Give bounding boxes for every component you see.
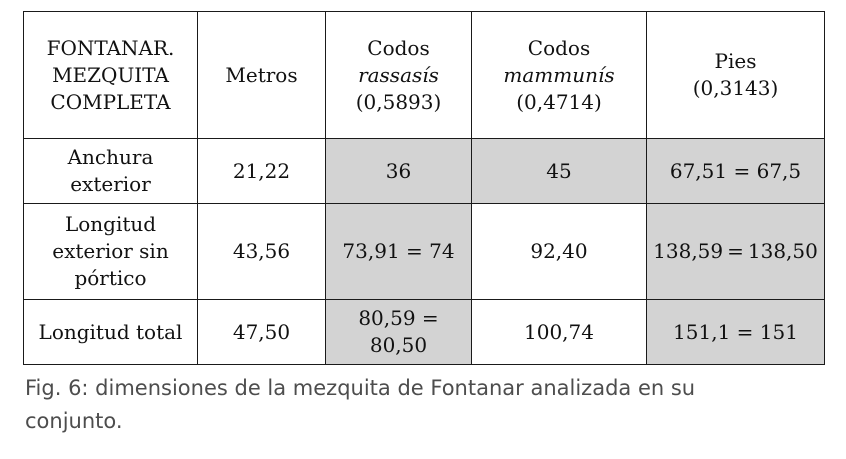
row-label-line: Anchura bbox=[67, 145, 154, 169]
header-pies-factor: (0,3143) bbox=[692, 76, 779, 100]
table-row: Longitud exterior sin pórtico 43,56 73,9… bbox=[23, 203, 825, 300]
row-label-cell: Longitud exterior sin pórtico bbox=[23, 203, 198, 300]
header-codos-mammunis-cell: Codos mammunís (0,4714) bbox=[471, 11, 647, 139]
row-label-cell: Anchura exterior bbox=[23, 138, 198, 204]
rassasis-cell: 73,91 = 74 bbox=[325, 203, 472, 300]
row-label-cell: Longitud total bbox=[23, 299, 198, 365]
header-codos-mammunis-factor: (0,4714) bbox=[516, 89, 602, 114]
header-metros: Metros bbox=[225, 62, 298, 87]
dimensions-table: FONTANAR. MEZQUITA COMPLETA Metros Codos… bbox=[23, 11, 825, 365]
table-header-row: FONTANAR. MEZQUITA COMPLETA Metros Codos… bbox=[23, 11, 825, 139]
table-row: Longitud total 47,50 80,59 = 80,50 100,7… bbox=[23, 299, 825, 365]
table-row: Anchura exterior 21,22 36 45 67,51 = 67,… bbox=[23, 138, 825, 204]
header-codos-rassasis-factor: (0,5893) bbox=[355, 89, 442, 114]
header-pies-title: Pies bbox=[714, 49, 757, 73]
header-label-line: FONTANAR. bbox=[46, 35, 175, 60]
metros-cell: 21,22 bbox=[197, 138, 326, 204]
caption-line: conjunto. bbox=[25, 409, 123, 433]
header-codos-rassasis-title: Codos bbox=[367, 35, 430, 60]
rassasis-cell: 80,59 = 80,50 bbox=[325, 299, 472, 365]
header-label-line: MEZQUITA bbox=[52, 62, 169, 87]
mammunis-cell: 92,40 bbox=[471, 203, 647, 300]
metros-cell: 47,50 bbox=[197, 299, 326, 365]
header-codos-mammunis-name: mammunís bbox=[503, 62, 615, 87]
header-codos-rassasis-cell: Codos rassasís (0,5893) bbox=[325, 11, 472, 139]
pies-cell: 151,1 = 151 bbox=[646, 299, 825, 365]
row-label-line: pórtico bbox=[74, 266, 147, 290]
row-label-line: Longitud bbox=[64, 212, 157, 236]
header-codos-mammunis-title: Codos bbox=[527, 35, 591, 60]
pies-cell: 138,59 = 138,50 bbox=[646, 203, 825, 300]
header-pies-cell: Pies (0,3143) bbox=[646, 11, 825, 139]
header-codos-rassasis-name: rassasís bbox=[358, 62, 439, 87]
figure-caption: Fig. 6: dimensiones de la mezquita de Fo… bbox=[25, 372, 825, 438]
rassasis-cell: 36 bbox=[325, 138, 472, 204]
header-label-line: COMPLETA bbox=[50, 89, 171, 114]
mammunis-cell: 100,74 bbox=[471, 299, 647, 365]
row-label-line: exterior bbox=[70, 172, 151, 196]
pies-cell: 67,51 = 67,5 bbox=[646, 138, 825, 204]
mammunis-cell: 45 bbox=[471, 138, 647, 204]
caption-line: Fig. 6: dimensiones de la mezquita de Fo… bbox=[25, 376, 696, 400]
rassasis-value-line: 80,50 bbox=[369, 333, 428, 357]
row-label-line: exterior sin bbox=[52, 239, 169, 263]
header-metros-cell: Metros bbox=[197, 11, 326, 139]
header-label-cell: FONTANAR. MEZQUITA COMPLETA bbox=[23, 11, 198, 139]
metros-cell: 43,56 bbox=[197, 203, 326, 300]
rassasis-value-line: 80,59 = bbox=[358, 306, 439, 330]
